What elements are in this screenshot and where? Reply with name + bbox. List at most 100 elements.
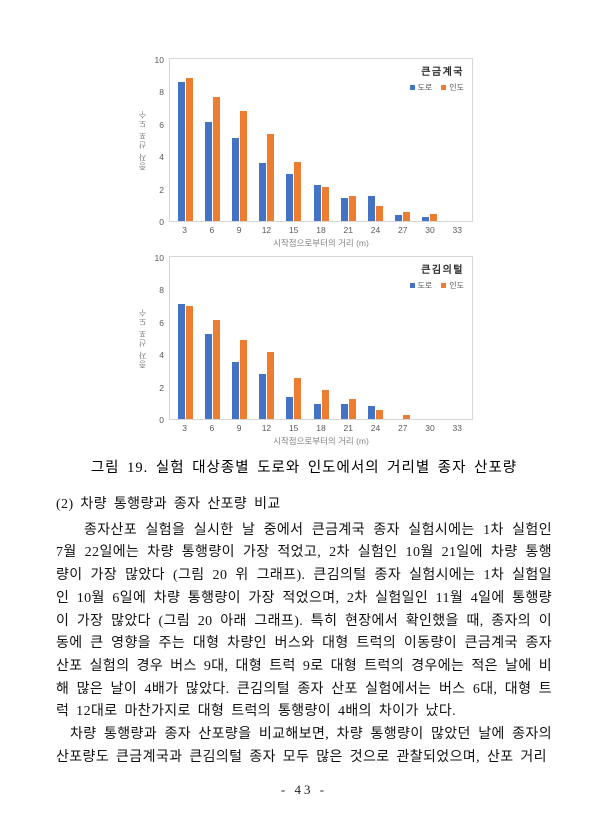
y-axis-ticks: 0 2 4 6 8 10 — [150, 55, 169, 227]
y-tick-label: 8 — [159, 285, 164, 296]
bar — [186, 305, 194, 419]
x-axis-title: 시작점으로부터의 거리 (m) — [273, 238, 369, 248]
y-tick-label: 0 — [159, 217, 164, 227]
page-number: - 43 - — [280, 782, 328, 797]
bar-group — [362, 406, 389, 419]
bar — [394, 215, 402, 221]
bar — [259, 162, 267, 221]
x-tick-label: 12 — [261, 423, 272, 433]
x-tick-label: 21 — [343, 423, 353, 433]
bar-group — [253, 134, 280, 221]
bar-group — [172, 303, 199, 419]
bar — [348, 398, 356, 419]
figure-19: 종자 산포 도수 0 2 4 6 8 10 큰금계국 도로 인도 3 6 9 12 15 18 21 24 27 30… — [90, 55, 518, 476]
y-axis-title-text: 종자 산포 도수 — [138, 307, 147, 369]
bar-chart-keungimuiteol: 종자 산포 도수 0 2 4 6 8 10 큰김의털 도로 인도 3 6 9 12 15 18 21 24 27 30… — [135, 253, 473, 447]
bar-group — [280, 377, 307, 419]
legend-item-label: 도로 — [417, 83, 433, 92]
x-tick-label: 24 — [370, 225, 381, 235]
y-tick-label: 6 — [159, 119, 164, 130]
bar — [259, 373, 267, 419]
x-tick-label: 27 — [398, 225, 408, 235]
legend-swatch-icon — [441, 283, 447, 288]
x-tick-label: 6 — [209, 225, 215, 235]
bar — [294, 161, 302, 221]
bar-group — [226, 110, 253, 221]
y-tick-label: 2 — [159, 184, 164, 195]
bar-group — [307, 389, 334, 419]
x-tick-label: 15 — [288, 423, 299, 433]
x-tick-label: 18 — [316, 225, 326, 235]
bar — [205, 333, 213, 419]
legend-item: 인도 — [441, 280, 464, 291]
bars-container — [170, 59, 472, 221]
legend-swatch-icon — [409, 283, 415, 288]
bar — [421, 216, 429, 221]
bar — [286, 174, 294, 221]
bar-group — [389, 212, 416, 221]
x-tick-label: 30 — [425, 423, 435, 433]
x-tick-label: 30 — [425, 225, 435, 235]
bar — [240, 110, 248, 221]
bar-group — [226, 339, 253, 419]
bar — [232, 361, 240, 419]
bar — [240, 339, 248, 419]
chart-main-area: 종자 산포 도수 0 2 4 6 8 10 큰김의털 도로 인도 — [135, 253, 473, 425]
y-axis-title: 종자 산포 도수 — [135, 256, 150, 420]
legend-title: 큰금계국 — [421, 67, 464, 78]
y-axis-title-text: 종자 산포 도수 — [138, 109, 147, 171]
bar-group — [280, 161, 307, 221]
bar — [313, 185, 321, 221]
x-tick-label: 18 — [316, 423, 326, 433]
legend-item-label: 도로 — [417, 281, 433, 290]
x-tick-label: 24 — [370, 423, 381, 433]
legend-items: 도로 인도 — [409, 82, 464, 93]
x-tick-label: 12 — [261, 225, 272, 235]
x-tick-label: 6 — [209, 423, 215, 433]
bar — [340, 404, 348, 419]
legend-item: 인도 — [441, 82, 464, 93]
bar — [186, 78, 194, 221]
x-tick-label: 9 — [236, 423, 242, 433]
bar — [321, 389, 329, 419]
y-tick-label: 0 — [159, 415, 164, 425]
bar — [340, 197, 348, 221]
bar-group — [307, 185, 334, 221]
bar — [267, 134, 275, 221]
bar-group — [362, 195, 389, 221]
y-tick-label: 6 — [159, 317, 164, 328]
bar — [286, 397, 294, 419]
bar — [321, 186, 329, 221]
y-tick-label: 10 — [154, 253, 164, 263]
x-tick-label: 33 — [452, 225, 463, 235]
x-tick-label: 3 — [182, 423, 187, 433]
bar — [367, 195, 375, 221]
y-tick-label: 10 — [154, 55, 164, 65]
bar-group — [335, 195, 362, 221]
bar-group — [199, 320, 226, 419]
x-tick-label: 3 — [182, 225, 187, 235]
bar — [178, 303, 186, 419]
legend-item: 도로 — [409, 280, 433, 291]
bar — [429, 213, 437, 221]
legend-title: 큰김의털 — [421, 265, 464, 276]
x-tick-label: 33 — [452, 423, 463, 433]
bar — [402, 414, 410, 419]
y-tick-label: 4 — [159, 152, 164, 163]
y-tick-label: 2 — [159, 382, 164, 393]
bar — [213, 320, 221, 419]
legend-item-label: 인도 — [449, 83, 464, 92]
body-text: (2) 차량 통행량과 종자 산포량 비교 종자산포 실험을 실시한 날 중에서… — [56, 494, 552, 769]
figure-caption: 그림 19. 실험 대상종별 도로와 인도에서의 거리별 종자 산포량 — [90, 460, 518, 476]
y-axis-ticks: 0 2 4 6 8 10 — [150, 253, 169, 425]
legend-items: 도로 인도 — [409, 280, 464, 291]
legend-item-label: 인도 — [449, 281, 464, 290]
bar — [232, 138, 240, 221]
y-tick-label: 8 — [159, 87, 164, 98]
bar-chart-keungeumgyeguk: 종자 산포 도수 0 2 4 6 8 10 큰금계국 도로 인도 3 6 9 12 15 18 21 24 27 30… — [135, 55, 473, 249]
bar — [348, 195, 356, 221]
